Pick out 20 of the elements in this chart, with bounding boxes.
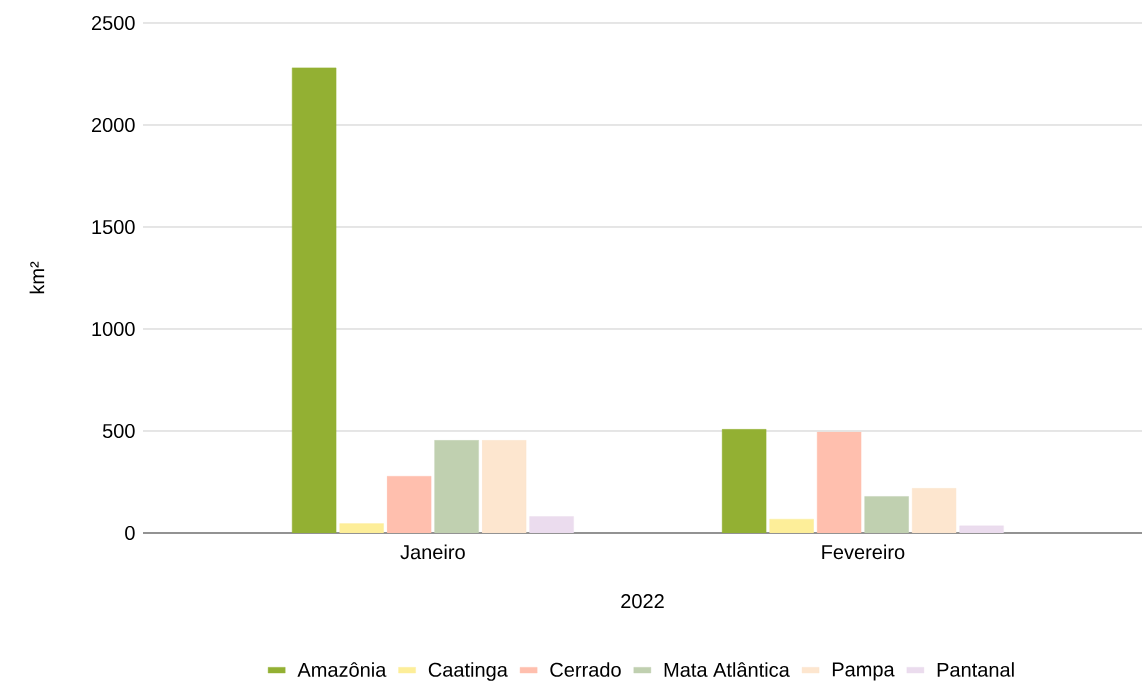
legend-label: Cerrado [550,662,621,677]
y-tick-label: 1500 [92,219,135,235]
legend-label: Amazônia [297,662,387,677]
y-tick-label: 2000 [91,117,135,133]
bar [434,439,479,533]
y-tick-label: 0 [125,525,135,541]
legend-label: Pampa [832,662,895,681]
legend-label: Mata Atlântica [664,662,790,677]
y-axis-title: km² [29,261,45,294]
x-tick-label: Fevereiro [822,544,905,560]
legend-label: Caatinga [428,662,508,681]
bar [864,496,909,533]
bar [911,488,957,533]
y-tick-label: 1000 [92,321,135,337]
y-tick-label: 2500 [91,15,135,31]
bar [481,439,527,533]
y-tick-label: 500 [102,423,135,439]
legend-label: Pantanal [937,662,1014,677]
x-tick-label: Janeiro [400,544,465,560]
x-axis-title: 2022 [621,594,664,609]
